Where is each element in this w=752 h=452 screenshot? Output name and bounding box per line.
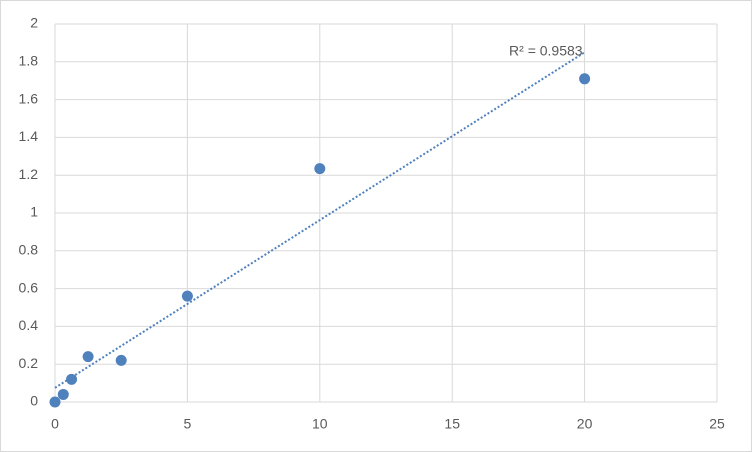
y-tick-label: 1.4 [19, 128, 39, 144]
x-tick-label: 10 [312, 416, 328, 432]
point [579, 73, 591, 85]
trendline-label: R² = 0.9583 [509, 43, 583, 59]
y-tick-label: 0.4 [19, 317, 39, 333]
y-tick-label: 0 [30, 393, 38, 409]
y-tick-label: 1.2 [19, 166, 39, 182]
point [57, 388, 69, 400]
y-tick-label: 0.2 [19, 355, 39, 371]
x-tick-label: 15 [444, 416, 460, 432]
x-tick-label: 25 [709, 416, 725, 432]
point [82, 351, 94, 363]
point [66, 373, 78, 385]
point [115, 354, 127, 366]
y-tick-label: 1 [30, 204, 38, 220]
point [314, 163, 326, 175]
x-tick-label: 20 [577, 416, 593, 432]
x-tick-label: 0 [51, 416, 59, 432]
point [181, 290, 193, 302]
y-tick-label: 0.6 [19, 279, 39, 295]
y-tick-label: 1.6 [19, 90, 39, 106]
y-tick-label: 2 [30, 15, 38, 31]
y-tick-label: 1.8 [19, 53, 39, 69]
trendline [54, 51, 586, 389]
point [49, 396, 61, 408]
x-tick-label: 5 [184, 416, 192, 432]
y-tick-label: 0.8 [19, 242, 39, 258]
